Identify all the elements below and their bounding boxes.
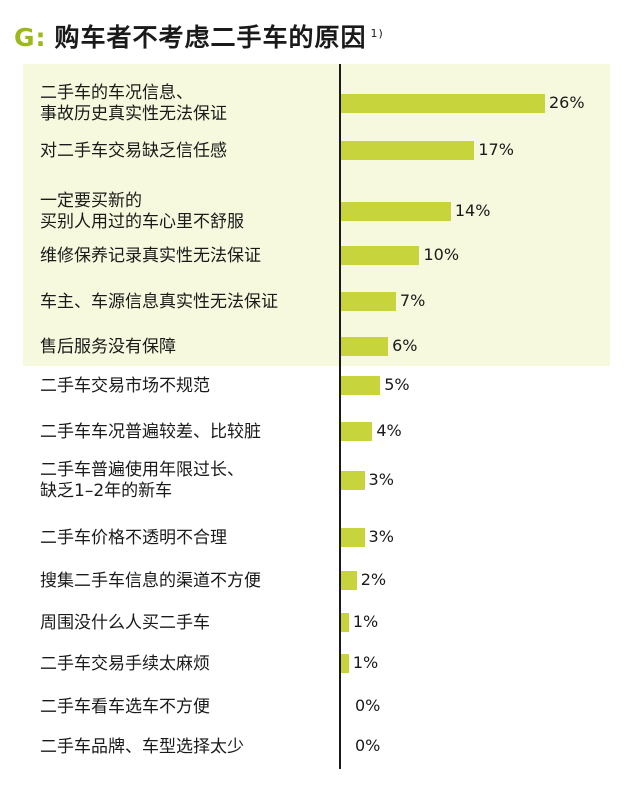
category-label-line: 搜集二手车信息的渠道不方便 <box>40 570 261 591</box>
bar <box>341 140 475 160</box>
category-label: 一定要买新的 买别人用过的车心里不舒服 <box>40 191 330 233</box>
category-label-line: 对二手车交易缺乏信任感 <box>40 140 227 161</box>
bar <box>341 421 373 441</box>
category-label-line: 二手车普遍使用年限过长、 <box>40 460 244 480</box>
value-label: 5% <box>384 375 410 394</box>
value-label: 2% <box>360 570 387 589</box>
category-label: 对二手车交易缺乏信任感 <box>40 141 330 162</box>
title-text: 购车者不考虑二手车的原因 <box>54 23 367 52</box>
category-label-line: 事故历史真实性无法保证 <box>40 104 227 124</box>
y-axis-line <box>339 64 341 769</box>
bar <box>341 201 451 221</box>
title-prefix: G: <box>14 23 47 52</box>
category-label: 二手车普遍使用年限过长、 缺乏1–2年的新车 <box>40 460 330 502</box>
category-label: 搜集二手车信息的渠道不方便 <box>40 571 330 592</box>
value-label: 6% <box>392 336 418 355</box>
category-label: 周围没什么人买二手车 <box>40 613 330 634</box>
bar <box>341 93 545 113</box>
category-label-line: 售后服务没有保障 <box>40 336 176 357</box>
category-label-line: 买别人用过的车心里不舒服 <box>40 212 244 232</box>
category-label: 二手车的车况信息、 事故历史真实性无法保证 <box>40 83 330 125</box>
category-label-line: 二手车车况普遍较差、比较脏 <box>40 421 261 442</box>
value-label: 17% <box>478 140 514 159</box>
category-label: 维修保养记录真实性无法保证 <box>40 246 330 267</box>
category-label-line: 缺乏1–2年的新车 <box>40 481 173 501</box>
category-label: 二手车品牌、车型选择太少 <box>40 737 330 758</box>
bar <box>341 291 396 311</box>
bar <box>341 470 365 490</box>
value-label: 1% <box>352 612 379 631</box>
category-label-line: 二手车交易手续太麻烦 <box>40 653 210 674</box>
category-label: 售后服务没有保障 <box>40 337 330 358</box>
category-label: 二手车交易市场不规范 <box>40 376 330 397</box>
bar <box>341 245 420 265</box>
category-label: 二手车看车选车不方便 <box>40 697 330 718</box>
category-label-line: 一定要买新的 <box>40 191 142 211</box>
value-label: 3% <box>368 527 394 546</box>
value-label: 14% <box>454 201 491 220</box>
bar <box>341 527 365 547</box>
category-label-line: 周围没什么人买二手车 <box>40 612 210 633</box>
highlight-band <box>23 64 610 366</box>
value-label: 3% <box>368 470 394 489</box>
category-label-line: 二手车看车选车不方便 <box>40 696 210 717</box>
title-footnote: 1) <box>370 26 384 40</box>
bar <box>341 375 381 395</box>
value-label: 0% <box>355 736 381 755</box>
category-label-line: 车主、车源信息真实性无法保证 <box>40 291 278 312</box>
category-label-line: 二手车的车况信息、 <box>40 83 193 103</box>
value-label: 7% <box>399 291 426 310</box>
category-label: 二手车交易手续太麻烦 <box>40 654 330 675</box>
category-label: 车主、车源信息真实性无法保证 <box>40 292 330 313</box>
bar <box>341 570 357 590</box>
value-label: 26% <box>549 93 585 112</box>
category-label: 二手车价格不透明不合理 <box>40 528 330 549</box>
bar <box>341 336 389 356</box>
category-label-line: 二手车价格不透明不合理 <box>40 527 227 548</box>
value-label: 4% <box>376 421 402 440</box>
bar <box>341 612 349 632</box>
value-label: 0% <box>355 696 381 715</box>
category-label-line: 二手车交易市场不规范 <box>40 375 210 396</box>
value-label: 1% <box>352 653 379 672</box>
bar <box>341 653 349 673</box>
category-label: 二手车车况普遍较差、比较脏 <box>40 422 330 443</box>
category-label-line: 二手车品牌、车型选择太少 <box>40 736 244 757</box>
chart-title: G: 购车者不考虑二手车的原因 1) <box>14 18 384 54</box>
category-label-line: 维修保养记录真实性无法保证 <box>40 245 261 266</box>
value-label: 10% <box>423 245 460 264</box>
